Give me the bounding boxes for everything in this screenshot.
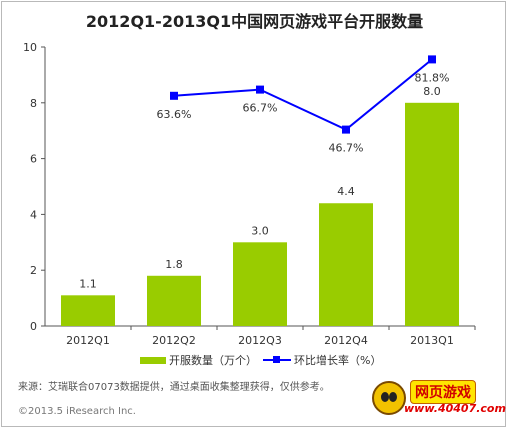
copyright-text: ©2013.5 iResearch Inc. [18, 406, 136, 417]
x-tick-label: 2012Q2 [152, 334, 196, 347]
growth-rate-line [173, 58, 433, 131]
growth-rate-label: 81.8% [415, 71, 450, 84]
growth-rate-label: 63.6% [157, 108, 192, 121]
bar-value-label: 4.4 [337, 185, 355, 198]
legend-line-swatch [263, 356, 291, 364]
logo-url: www.40407.com [404, 402, 506, 415]
chart-title: 2012Q1-2013Q1中国网页游戏平台开服数量 [85, 12, 424, 31]
y-tick-label: 10 [23, 41, 37, 54]
growth-rate-label: 46.7% [329, 142, 364, 155]
legend-bar-label: 开服数量（万个） [169, 354, 257, 367]
x-tick-label: 2013Q1 [410, 334, 454, 347]
x-tick-label: 2012Q1 [66, 334, 110, 347]
growth-rate-marker [428, 55, 436, 64]
y-tick-label: 0 [30, 320, 37, 333]
mascot-icon [372, 381, 406, 415]
legend-line-label: 环比增长率（%） [294, 354, 382, 367]
chart-plot: 0 2 4 6 8 10 2012Q1 1.1 2012Q2 1.8 2012Q3 3.0 2012Q4… [23, 41, 476, 347]
legend-item-bars: 开服数量（万个） [140, 352, 257, 368]
bar-value-label: 1.1 [79, 277, 97, 290]
bar [319, 203, 373, 326]
bar [61, 295, 115, 326]
legend-item-line: 环比增长率（%） [263, 352, 381, 368]
bar-value-label: 3.0 [251, 224, 269, 237]
x-tick-label: 2012Q3 [238, 334, 282, 347]
source-note: 来源：艾瑞联合07073数据提供，通过桌面收集整理获得，仅供参考。 [18, 382, 330, 393]
y-tick-label: 2 [30, 264, 37, 277]
y-tick-label: 4 [30, 208, 37, 221]
growth-rate-label: 66.7% [243, 102, 278, 115]
growth-rate-marker [256, 85, 264, 94]
logo-text: 网页游戏 [410, 380, 476, 404]
growth-rate-marker [170, 91, 178, 100]
y-tick-label: 6 [30, 153, 37, 166]
bar-value-label: 1.8 [165, 258, 183, 271]
bar [233, 242, 287, 326]
bar [405, 102, 459, 326]
legend-bar-swatch [140, 356, 166, 364]
growth-rate-marker [342, 125, 350, 134]
bar [147, 275, 201, 326]
x-tick-label: 2012Q4 [324, 334, 368, 347]
y-tick-label: 8 [30, 97, 37, 110]
site-logo: 网页游戏 www.40407.com [370, 378, 506, 424]
bar-value-label: 8.0 [423, 85, 441, 98]
